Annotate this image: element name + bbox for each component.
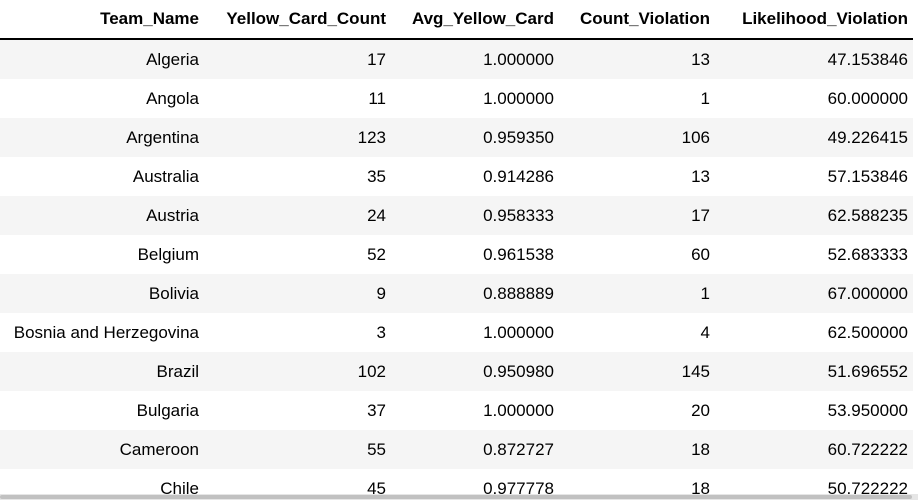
cell-team-name: Cameroon: [0, 430, 204, 469]
column-header-team-name: Team_Name: [0, 0, 204, 40]
cell-likelihood-violation: 50.722222: [715, 469, 913, 494]
cell-avg-yellow-card: 1.000000: [391, 79, 559, 118]
cell-avg-yellow-card: 0.959350: [391, 118, 559, 157]
cell-team-name: Algeria: [0, 39, 204, 79]
cell-yellow-card-count: 11: [204, 79, 391, 118]
cell-avg-yellow-card: 0.958333: [391, 196, 559, 235]
table-row: Belgium 52 0.961538 60 52.683333: [0, 235, 913, 274]
cell-yellow-card-count: 17: [204, 39, 391, 79]
cell-likelihood-violation: 62.500000: [715, 313, 913, 352]
cell-team-name: Austria: [0, 196, 204, 235]
cell-yellow-card-count: 3: [204, 313, 391, 352]
cell-count-violation: 4: [559, 313, 715, 352]
cell-avg-yellow-card: 1.000000: [391, 313, 559, 352]
cell-avg-yellow-card: 0.950980: [391, 352, 559, 391]
cell-count-violation: 1: [559, 274, 715, 313]
cell-yellow-card-count: 52: [204, 235, 391, 274]
cell-count-violation: 17: [559, 196, 715, 235]
cell-team-name: Bulgaria: [0, 391, 204, 430]
table-row: Australia 35 0.914286 13 57.153846: [0, 157, 913, 196]
cell-likelihood-violation: 53.950000: [715, 391, 913, 430]
cell-team-name: Belgium: [0, 235, 204, 274]
table-body: Algeria 17 1.000000 13 47.153846 Angola …: [0, 39, 913, 494]
table-row: Cameroon 55 0.872727 18 60.722222: [0, 430, 913, 469]
cell-team-name: Argentina: [0, 118, 204, 157]
cell-avg-yellow-card: 0.977778: [391, 469, 559, 494]
cell-count-violation: 1: [559, 79, 715, 118]
cell-likelihood-violation: 60.000000: [715, 79, 913, 118]
cell-likelihood-violation: 49.226415: [715, 118, 913, 157]
cell-yellow-card-count: 35: [204, 157, 391, 196]
cell-yellow-card-count: 123: [204, 118, 391, 157]
column-header-count-violation: Count_Violation: [559, 0, 715, 40]
cell-likelihood-violation: 60.722222: [715, 430, 913, 469]
cell-count-violation: 13: [559, 39, 715, 79]
cell-count-violation: 18: [559, 430, 715, 469]
table-row: Austria 24 0.958333 17 62.588235: [0, 196, 913, 235]
cell-count-violation: 106: [559, 118, 715, 157]
table-row: Bosnia and Herzegovina 3 1.000000 4 62.5…: [0, 313, 913, 352]
cell-team-name: Angola: [0, 79, 204, 118]
cell-team-name: Bolivia: [0, 274, 204, 313]
cell-yellow-card-count: 45: [204, 469, 391, 494]
cell-team-name: Brazil: [0, 352, 204, 391]
cell-avg-yellow-card: 0.872727: [391, 430, 559, 469]
cell-count-violation: 60: [559, 235, 715, 274]
table-row: Bolivia 9 0.888889 1 67.000000: [0, 274, 913, 313]
cell-team-name: Chile: [0, 469, 204, 494]
cell-likelihood-violation: 52.683333: [715, 235, 913, 274]
horizontal-scrollbar[interactable]: [0, 494, 918, 500]
column-header-avg-yellow-card: Avg_Yellow_Card: [391, 0, 559, 40]
cell-count-violation: 18: [559, 469, 715, 494]
scrollbar-thumb[interactable]: [0, 495, 912, 499]
cell-avg-yellow-card: 0.961538: [391, 235, 559, 274]
cell-count-violation: 20: [559, 391, 715, 430]
cell-yellow-card-count: 55: [204, 430, 391, 469]
cell-yellow-card-count: 24: [204, 196, 391, 235]
cell-avg-yellow-card: 1.000000: [391, 391, 559, 430]
column-header-yellow-card-count: Yellow_Card_Count: [204, 0, 391, 40]
table-row: Bulgaria 37 1.000000 20 53.950000: [0, 391, 913, 430]
cell-likelihood-violation: 47.153846: [715, 39, 913, 79]
cell-yellow-card-count: 37: [204, 391, 391, 430]
cell-likelihood-violation: 51.696552: [715, 352, 913, 391]
cell-count-violation: 145: [559, 352, 715, 391]
cell-team-name: Bosnia and Herzegovina: [0, 313, 204, 352]
column-header-likelihood-violation: Likelihood_Violation: [715, 0, 913, 40]
table-row: Brazil 102 0.950980 145 51.696552: [0, 352, 913, 391]
table-header-row: Team_Name Yellow_Card_Count Avg_Yellow_C…: [0, 0, 913, 40]
table-row: Chile 45 0.977778 18 50.722222: [0, 469, 913, 494]
cell-avg-yellow-card: 1.000000: [391, 39, 559, 79]
cell-likelihood-violation: 57.153846: [715, 157, 913, 196]
cell-yellow-card-count: 102: [204, 352, 391, 391]
cell-likelihood-violation: 62.588235: [715, 196, 913, 235]
cell-avg-yellow-card: 0.888889: [391, 274, 559, 313]
cell-likelihood-violation: 67.000000: [715, 274, 913, 313]
cell-count-violation: 13: [559, 157, 715, 196]
table-row: Argentina 123 0.959350 106 49.226415: [0, 118, 913, 157]
cell-avg-yellow-card: 0.914286: [391, 157, 559, 196]
cell-yellow-card-count: 9: [204, 274, 391, 313]
table-row: Angola 11 1.000000 1 60.000000: [0, 79, 913, 118]
cell-team-name: Australia: [0, 157, 204, 196]
table-row: Algeria 17 1.000000 13 47.153846: [0, 39, 913, 79]
